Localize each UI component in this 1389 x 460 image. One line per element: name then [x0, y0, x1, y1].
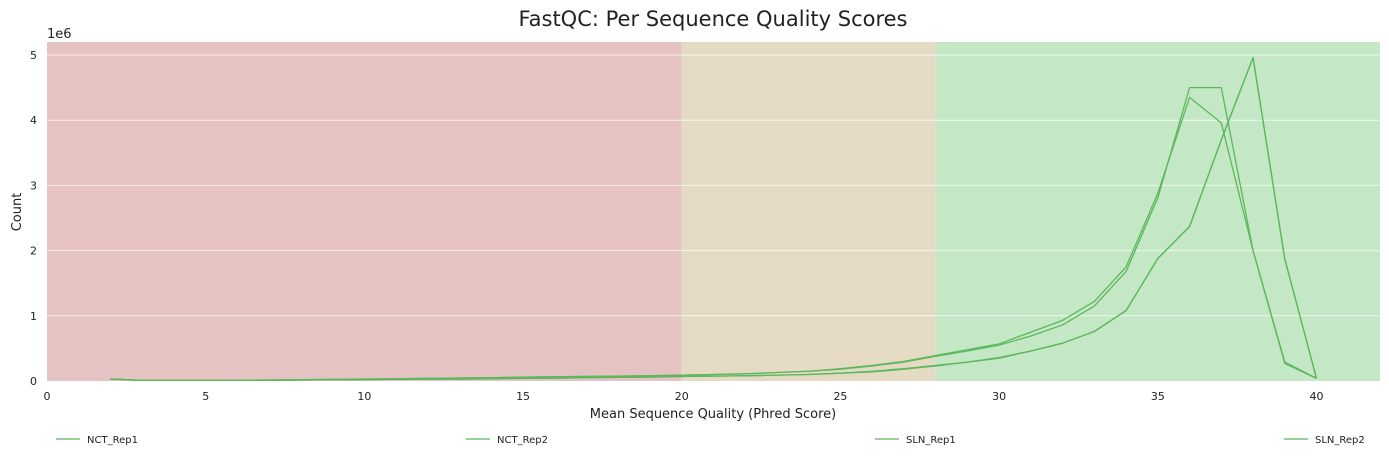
x-axis-ticks: 0 5 10 15 20 25 30 35 40	[44, 390, 1324, 403]
series-line-SLN_Rep2	[110, 96, 1317, 382]
x-tick-label: 40	[1310, 390, 1324, 403]
x-tick-label: 25	[833, 390, 847, 403]
quality-band-0	[47, 42, 682, 381]
y-tick-label: 4	[30, 114, 37, 127]
y-tick-label: 5	[30, 49, 37, 62]
y-axis-label: Count	[10, 193, 25, 232]
y-tick-label: 2	[30, 245, 37, 258]
y-axis-ticks: 0 1 2 3 4 5	[30, 49, 37, 388]
legend-label: SLN_Rep1	[906, 435, 956, 446]
x-tick-label: 20	[675, 390, 689, 403]
legend-label: NCT_Rep1	[87, 435, 138, 446]
chart-title: FastQC: Per Sequence Quality Scores	[518, 7, 907, 31]
quality-band-1	[681, 42, 936, 381]
x-tick-label: 0	[44, 390, 51, 403]
x-tick-label: 5	[202, 390, 209, 403]
y-offset-label: 1e6	[47, 27, 72, 42]
x-tick-label: 10	[357, 390, 371, 403]
quality-band-2	[935, 42, 1380, 381]
y-tick-label: 0	[30, 375, 37, 388]
gridlines	[47, 54, 1380, 317]
legend-label: NCT_Rep2	[497, 435, 548, 446]
legend: NCT_Rep1 NCT_Rep2 SLN_Rep1 SLN_Rep2	[56, 435, 1365, 446]
y-tick-label: 1	[30, 310, 37, 323]
quality-bands	[47, 42, 1380, 381]
x-tick-label: 30	[992, 390, 1006, 403]
x-axis-label: Mean Sequence Quality (Phred Score)	[590, 407, 836, 422]
y-tick-label: 3	[30, 179, 37, 192]
x-tick-label: 15	[516, 390, 530, 403]
legend-label: SLN_Rep2	[1315, 435, 1365, 446]
series-lines	[110, 57, 1318, 382]
x-tick-label: 35	[1151, 390, 1165, 403]
